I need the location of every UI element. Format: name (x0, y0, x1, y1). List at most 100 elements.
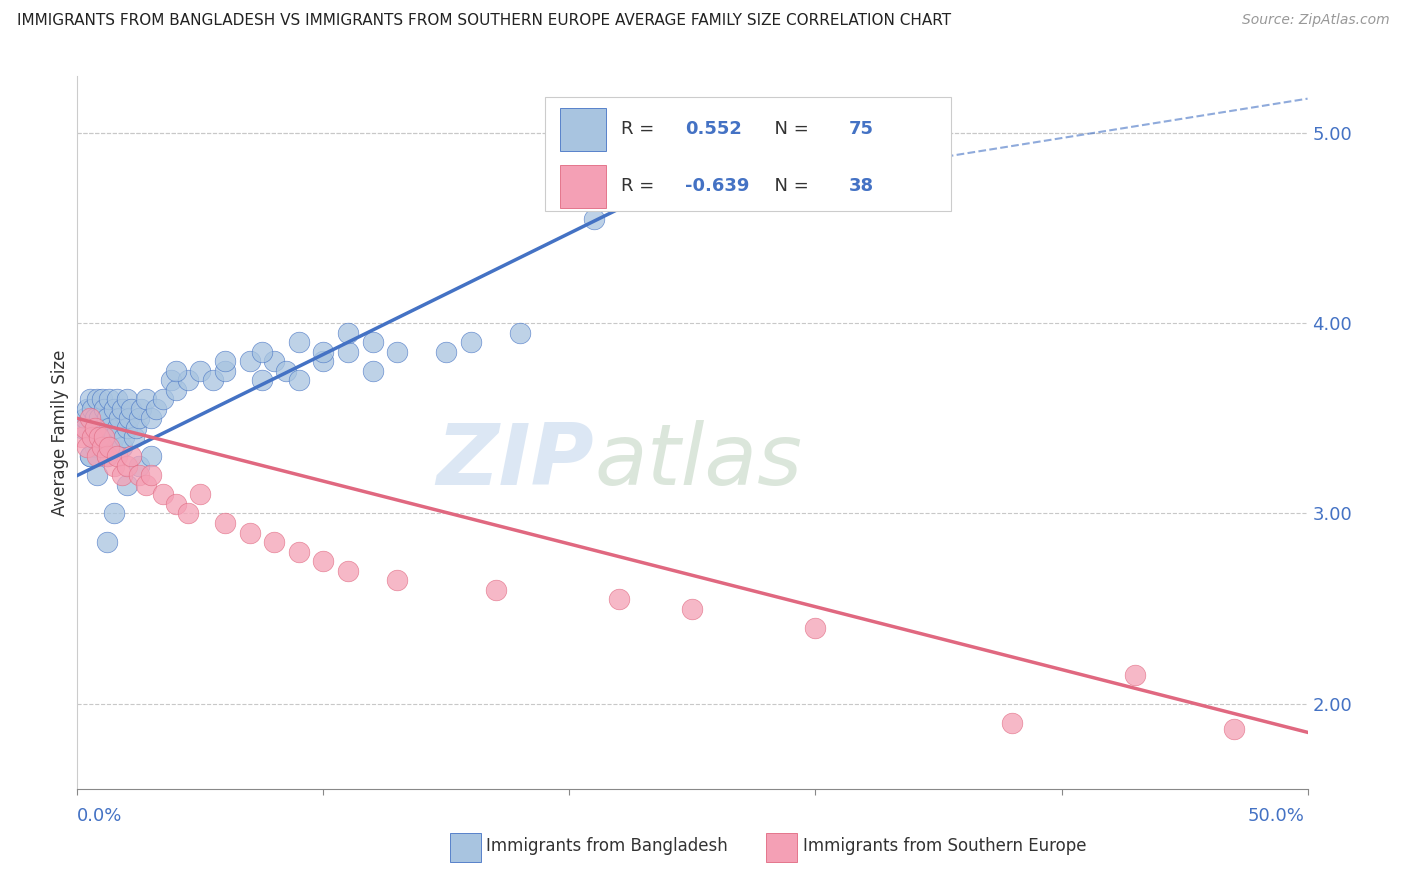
Text: R =: R = (621, 120, 659, 138)
Point (105, 392, 128, 407)
Point (96, 450, 118, 464)
Point (337, 326, 360, 340)
Point (118, 411, 141, 425)
Point (98, 392, 121, 407)
Point (177, 507, 200, 521)
Point (263, 354, 285, 368)
Point (177, 373, 200, 387)
Point (96, 535, 118, 549)
Point (583, 211, 606, 226)
Text: Source: ZipAtlas.com: Source: ZipAtlas.com (1241, 13, 1389, 28)
Point (89, 411, 111, 425)
Point (436, 344, 458, 359)
Text: N =: N = (762, 120, 814, 138)
Point (131, 401, 153, 416)
Point (83, 440, 105, 454)
Point (276, 364, 298, 378)
Point (250, 344, 273, 359)
Point (70, 421, 93, 435)
Point (160, 373, 183, 387)
Point (337, 564, 360, 578)
Text: N =: N = (762, 178, 814, 195)
Point (201, 373, 224, 387)
Point (79, 450, 101, 464)
Point (76, 440, 98, 454)
Point (263, 535, 285, 549)
Point (804, 621, 827, 635)
Point (250, 373, 273, 387)
Point (93, 401, 115, 416)
Point (288, 544, 311, 558)
Point (128, 411, 150, 425)
Point (1001, 715, 1024, 730)
Point (607, 592, 630, 607)
Point (485, 582, 508, 597)
Point (93, 430, 115, 444)
Point (103, 401, 125, 416)
Text: R =: R = (621, 178, 659, 195)
Point (96, 411, 118, 425)
Point (387, 344, 409, 359)
Point (115, 392, 138, 407)
Point (122, 430, 145, 444)
Text: 0.552: 0.552 (685, 120, 742, 138)
Point (103, 507, 125, 521)
Point (70, 430, 93, 444)
Point (141, 411, 163, 425)
Point (82, 430, 104, 444)
Point (361, 364, 384, 378)
Point (165, 383, 187, 397)
Point (79, 450, 101, 464)
Point (125, 421, 148, 435)
Point (128, 458, 150, 473)
Point (115, 458, 138, 473)
Text: IMMIGRANTS FROM BANGLADESH VS IMMIGRANTS FROM SOUTHERN EUROPE AVERAGE FAMILY SIZ: IMMIGRANTS FROM BANGLADESH VS IMMIGRANTS… (17, 13, 950, 29)
Point (152, 392, 174, 407)
Point (86, 450, 108, 464)
Text: 75: 75 (849, 120, 873, 138)
Point (73, 411, 96, 425)
Point (239, 525, 262, 540)
Point (115, 478, 138, 492)
Point (128, 468, 150, 483)
Point (105, 450, 128, 464)
Point (141, 468, 163, 483)
Point (108, 411, 131, 425)
Point (312, 344, 335, 359)
Point (86, 430, 108, 444)
Point (90, 440, 114, 454)
Point (121, 450, 143, 464)
Point (103, 458, 125, 473)
Point (79, 411, 101, 425)
Text: 50.0%: 50.0% (1249, 807, 1305, 825)
FancyBboxPatch shape (546, 97, 950, 211)
Point (135, 392, 157, 407)
Point (288, 373, 311, 387)
Point (73, 421, 96, 435)
Point (111, 401, 132, 416)
Point (89, 440, 111, 454)
Point (361, 335, 384, 350)
Point (83, 421, 105, 435)
Point (93, 430, 115, 444)
Point (135, 478, 157, 492)
Point (312, 554, 335, 568)
Point (90, 421, 114, 435)
Point (96, 450, 118, 464)
Text: Immigrants from Southern Europe: Immigrants from Southern Europe (803, 837, 1087, 855)
Point (682, 601, 704, 615)
Point (89, 430, 111, 444)
Text: 0.0%: 0.0% (77, 807, 122, 825)
Bar (560, 108, 606, 151)
Point (98, 421, 121, 435)
Point (103, 430, 125, 444)
Point (214, 516, 236, 530)
Point (112, 430, 135, 444)
Point (214, 364, 236, 378)
Text: ZIP: ZIP (436, 419, 595, 503)
Point (1223, 722, 1246, 736)
Point (312, 354, 335, 368)
Point (98, 440, 121, 454)
Text: Immigrants from Bangladesh: Immigrants from Bangladesh (486, 837, 728, 855)
Text: 38: 38 (849, 178, 873, 195)
